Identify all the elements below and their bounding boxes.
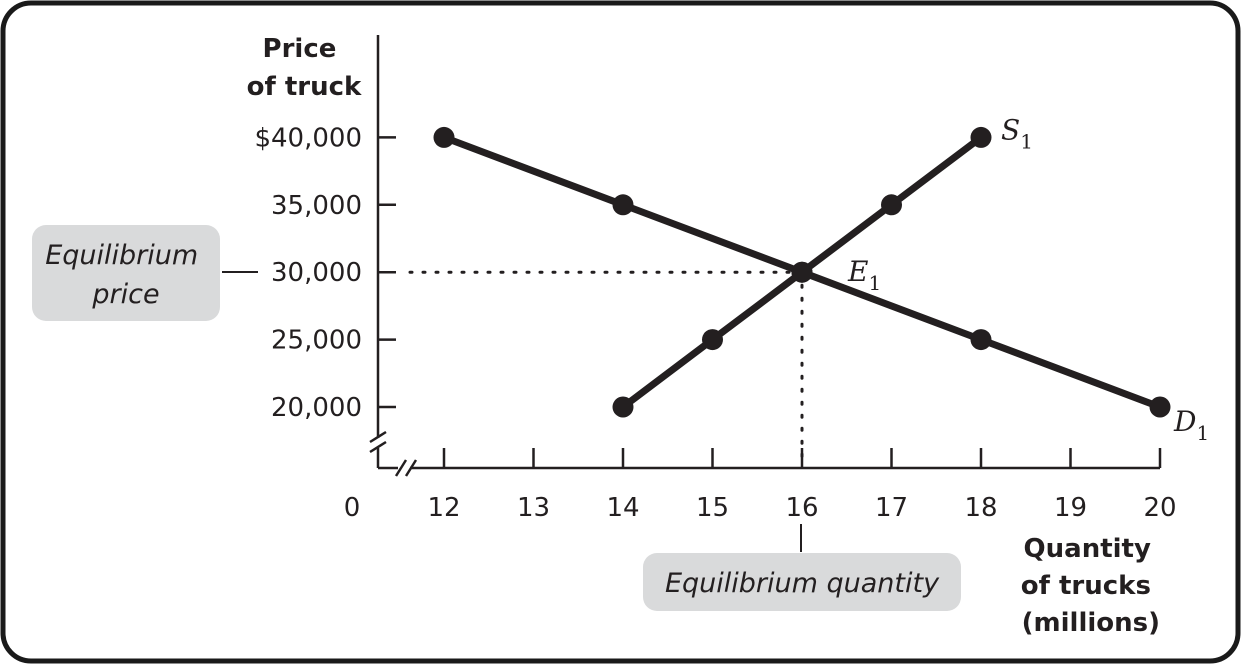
x-axis-title: Quantity of trucks (millions) [1021,534,1160,638]
x-tick-label-14: 14 [606,493,639,523]
x-tick-label-13: 13 [517,493,550,523]
x-tick-label-16: 16 [785,493,818,523]
y-tick-label-20000: 20,000 [271,393,362,423]
y-tick-label-25000: 25,000 [271,326,362,356]
y-tick-label-35000: 35,000 [271,191,362,221]
x-axis-title-line-1: Quantity [1024,534,1151,564]
x-tick-label-17: 17 [875,493,908,523]
x-axis-title-line-2: of trucks [1021,571,1151,601]
supply-point-15 [702,329,723,351]
x-axis-ticks: 12 13 14 15 16 17 18 19 20 [427,448,1177,523]
series-layer: S1 D1 E1 [433,113,1209,445]
demand-point-18 [970,329,992,351]
supply-point-14 [612,396,634,418]
equilibrium-quantity-callout: Equilibrium quantity [643,524,961,611]
supply-curve-label: S1 [1001,113,1033,153]
y-tick-label-30000: 30,000 [271,258,362,288]
equilibrium-quantity-label: Equilibrium quantity [665,568,940,599]
x-axis-break-mark-1 [394,459,408,477]
x-tick-label-12: 12 [427,493,460,523]
equilibrium-quantity-box [643,553,961,611]
demand-point-14 [612,194,634,216]
equilibrium-point-label: E1 [847,255,881,295]
equilibrium-price-callout: Equilibrium price [32,225,258,321]
x-tick-label-20: 20 [1143,493,1176,523]
x-axis-title-line-3: (millions) [1022,608,1160,638]
demand-point-16 [791,261,813,283]
y-axis-title-line-1: Price [263,34,337,64]
demand-curve-label: D1 [1173,405,1209,445]
equilibrium-guides [408,270,804,460]
demand-point-20 [1149,396,1171,418]
equilibrium-price-label: Equilibrium price [45,240,207,310]
x-tick-label-18: 18 [964,493,997,523]
series-d: D1 [433,126,1209,445]
y-axis-ticks: 20,000 25,000 30,000 35,000 $40,000 [254,123,396,423]
demand-point-12 [433,126,455,148]
origin-label: 0 [344,493,361,523]
supply-point-17 [881,194,902,216]
y-axis-break-mark-2 [369,440,387,454]
y-axis-title: Price of truck [247,34,362,102]
equilibrium-price-box [32,225,220,321]
equilibrium-price-line-2: price [91,279,159,310]
equilibrium-price-line-1: Equilibrium [45,240,198,271]
supply-point-18 [970,126,992,148]
x-tick-label-19: 19 [1054,493,1087,523]
y-axis-title-line-2: of truck [247,72,362,102]
x-tick-label-15: 15 [696,493,729,523]
y-tick-label-40000: $40,000 [254,123,362,153]
y-axis-break-mark-1 [369,430,387,444]
